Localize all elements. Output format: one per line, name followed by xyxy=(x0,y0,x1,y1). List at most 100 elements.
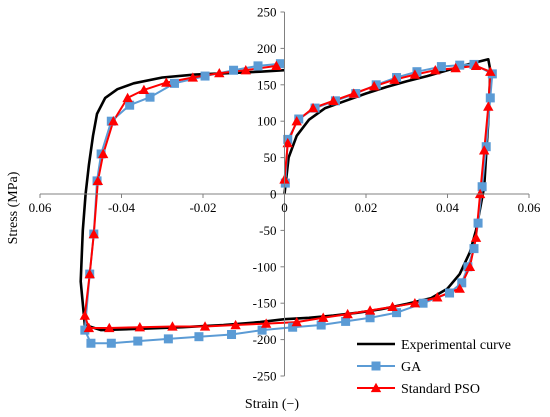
pso-marker xyxy=(430,65,441,75)
pso-marker xyxy=(291,116,302,126)
pso-marker xyxy=(409,69,421,79)
pso-marker xyxy=(474,188,486,199)
x-axis-title: Strain (−) xyxy=(245,397,299,412)
pso-marker xyxy=(364,305,376,315)
pso-line xyxy=(83,64,492,329)
pso-marker xyxy=(464,261,476,271)
plot-area: 0.06 -0.04 -0.02 0 0.02 0.04 0.06 250 200 150 100… xyxy=(29,5,541,384)
pso-marker xyxy=(470,232,482,242)
pso-marker xyxy=(108,116,119,126)
pso-marker xyxy=(342,308,353,319)
y-tick-label: 100 xyxy=(257,114,277,129)
y-tick-label: 200 xyxy=(257,41,277,56)
x-tick-label: 0 xyxy=(281,200,288,215)
ga-marker xyxy=(481,142,491,152)
ga-marker xyxy=(257,325,267,335)
pso-marker xyxy=(122,92,133,103)
ga-marker xyxy=(341,316,351,326)
y-tick-label: 0 xyxy=(270,187,277,202)
pso-marker xyxy=(79,310,91,320)
ga-marker xyxy=(418,298,428,308)
legend: Experimental curve GA Standard PSO xyxy=(357,338,511,397)
ga-marker xyxy=(457,278,467,288)
y-tick-label: -200 xyxy=(253,332,277,347)
x-axis-ticks: 0.06 -0.04 -0.02 0 0.02 0.04 0.06 xyxy=(29,194,541,215)
ga-marker xyxy=(473,218,483,228)
ga-marker xyxy=(227,330,237,340)
ga-marker xyxy=(229,65,239,75)
x-tick-label: 0.06 xyxy=(518,200,541,215)
y-tick-label: -250 xyxy=(253,369,277,384)
pso-marker xyxy=(199,321,211,331)
pso-marker xyxy=(88,228,99,239)
pso-marker xyxy=(271,60,282,71)
pso-marker xyxy=(470,60,482,71)
x-tick-label: 0.02 xyxy=(355,200,378,215)
pso-marker xyxy=(307,102,319,113)
legend-ga-marker xyxy=(371,361,381,371)
ga-marker xyxy=(469,244,479,254)
pso-marker xyxy=(134,322,146,332)
pso-marker xyxy=(230,319,241,330)
ga-marker xyxy=(275,59,285,69)
ga-marker xyxy=(288,322,298,332)
ga-marker xyxy=(477,182,487,192)
pso-marker xyxy=(187,72,199,82)
pso-marker xyxy=(454,283,465,293)
x-tick-label: -0.04 xyxy=(108,200,136,215)
pso-marker xyxy=(389,74,400,84)
ga-marker xyxy=(133,336,143,346)
legend-ga-label: GA xyxy=(401,360,422,375)
ga-marker xyxy=(445,288,455,298)
pso-marker xyxy=(291,316,302,327)
ga-marker xyxy=(436,62,446,72)
pso-marker xyxy=(387,301,398,311)
ga-marker xyxy=(86,338,96,348)
ga-marker xyxy=(253,61,263,71)
legend-pso-marker xyxy=(370,382,382,393)
pso-marker xyxy=(83,322,95,333)
y-axis-title: Stress (MPa) xyxy=(6,171,21,244)
y-tick-label: 150 xyxy=(257,77,277,92)
ga-marker xyxy=(316,320,326,330)
ga-marker xyxy=(455,60,465,70)
pso-marker xyxy=(282,137,293,148)
ga-marker xyxy=(365,313,375,323)
pso-marker xyxy=(161,77,172,87)
x-tick-label: 0.04 xyxy=(436,200,459,215)
x-tick-label: -0.02 xyxy=(189,200,216,215)
legend-pso-label: Standard PSO xyxy=(401,382,480,397)
pso-marker xyxy=(483,101,494,111)
pso-marker xyxy=(167,321,178,331)
pso-marker xyxy=(450,62,461,73)
pso-marker xyxy=(92,175,104,186)
pso-marker xyxy=(84,268,95,279)
ga-marker xyxy=(485,93,495,103)
ga-marker xyxy=(125,100,135,110)
ga-line xyxy=(83,62,494,345)
pso-marker xyxy=(368,81,380,91)
pso-marker xyxy=(97,148,109,159)
ga-marker xyxy=(163,334,173,344)
x-tick-label: 0.06 xyxy=(29,200,52,215)
y-axis-ticks: 250 200 150 100 50 0 -50 -100 -150 -200 -250 xyxy=(253,5,285,384)
y-tick-label: -50 xyxy=(259,223,276,238)
pso-marker xyxy=(240,65,251,75)
pso-marker xyxy=(138,84,150,95)
pso-marker xyxy=(104,322,115,333)
pso-marker xyxy=(214,67,225,78)
ga-marker xyxy=(145,92,155,102)
ga-marker xyxy=(169,78,179,88)
ga-marker xyxy=(392,73,402,83)
ga-marker xyxy=(294,114,304,124)
series-markers xyxy=(79,59,497,348)
y-tick-label: 50 xyxy=(264,150,277,165)
legend-experimental-label: Experimental curve xyxy=(401,338,511,353)
pso-marker xyxy=(478,145,490,155)
y-tick-label: 250 xyxy=(257,5,277,20)
y-tick-label: -150 xyxy=(253,296,277,311)
pso-marker xyxy=(432,292,443,302)
pso-marker xyxy=(348,88,359,98)
pso-marker xyxy=(328,95,339,105)
